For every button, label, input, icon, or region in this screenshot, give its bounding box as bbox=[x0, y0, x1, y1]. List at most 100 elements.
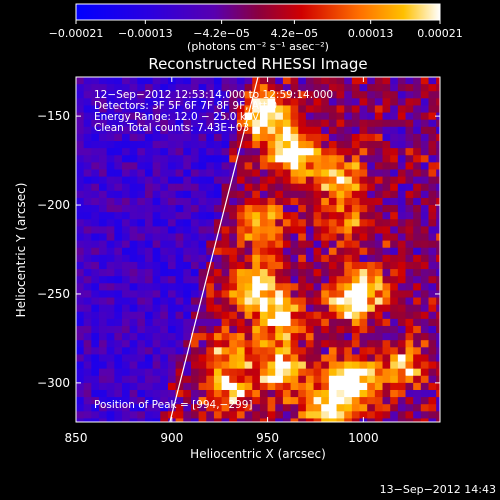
heatmap-cell bbox=[313, 340, 322, 348]
heatmap-cell bbox=[137, 197, 146, 206]
heatmap-cell bbox=[344, 297, 353, 306]
heatmap-cell bbox=[76, 141, 85, 149]
heatmap-cell bbox=[336, 269, 345, 277]
heatmap-cell bbox=[259, 233, 269, 242]
heatmap-cell bbox=[275, 290, 284, 299]
heatmap-cell bbox=[313, 297, 322, 306]
heatmap-cell bbox=[129, 404, 138, 412]
heatmap-cell bbox=[344, 240, 353, 249]
heatmap-cell bbox=[167, 197, 177, 206]
heatmap-cell bbox=[236, 197, 246, 206]
heatmap-cell bbox=[313, 389, 322, 398]
heatmap-cell bbox=[114, 219, 123, 227]
heatmap-cell bbox=[106, 261, 115, 270]
heatmap-cell bbox=[267, 304, 276, 313]
heatmap-cell bbox=[160, 347, 169, 356]
heatmap-cell bbox=[137, 389, 146, 398]
heatmap-cell bbox=[405, 254, 414, 263]
heatmap-cell bbox=[198, 318, 207, 327]
heatmap-cell bbox=[76, 418, 85, 422]
heatmap-cell bbox=[144, 276, 154, 284]
heatmap-cell bbox=[252, 176, 261, 185]
heatmap-cell bbox=[106, 126, 115, 135]
heatmap-cell bbox=[167, 133, 177, 142]
heatmap-cell bbox=[397, 205, 407, 213]
heatmap-cell bbox=[98, 418, 108, 422]
heatmap-cell bbox=[244, 290, 253, 299]
heatmap-cell bbox=[160, 269, 169, 277]
heatmap-cell bbox=[413, 240, 422, 249]
heatmap-cell bbox=[106, 404, 115, 412]
heatmap-cell bbox=[321, 197, 330, 206]
heatmap-cell bbox=[328, 91, 338, 99]
heatmap-cell bbox=[420, 254, 430, 263]
heatmap-cell bbox=[91, 233, 100, 242]
heatmap-cell bbox=[336, 240, 345, 249]
heatmap-cell bbox=[183, 162, 192, 171]
heatmap-cell bbox=[344, 375, 353, 384]
heatmap-cell bbox=[106, 205, 115, 213]
heatmap-cell bbox=[121, 162, 131, 171]
heatmap-cell bbox=[390, 276, 399, 284]
heatmap-cell bbox=[390, 269, 399, 277]
heatmap-cell bbox=[213, 197, 223, 206]
heatmap-cell bbox=[436, 226, 440, 235]
heatmap-cell bbox=[106, 283, 115, 291]
heatmap-cell bbox=[321, 98, 330, 107]
heatmap-cell bbox=[160, 290, 169, 299]
heatmap-cell bbox=[244, 311, 253, 320]
heatmap-cell bbox=[275, 254, 284, 263]
heatmap-cell bbox=[397, 155, 407, 163]
heatmap-cell bbox=[106, 119, 115, 128]
heatmap-cell bbox=[382, 112, 391, 121]
heatmap-cell bbox=[367, 283, 376, 291]
heatmap-cell bbox=[359, 340, 368, 348]
heatmap-cell bbox=[244, 190, 253, 199]
heatmap-cell bbox=[129, 325, 138, 334]
heatmap-cell bbox=[313, 155, 322, 163]
heatmap-cell bbox=[236, 98, 246, 107]
heatmap-cell bbox=[405, 105, 414, 114]
heatmap-cell bbox=[83, 162, 92, 171]
heatmap-cell bbox=[98, 77, 108, 85]
heatmap-cell bbox=[175, 190, 184, 199]
heatmap-cell bbox=[160, 261, 169, 270]
heatmap-cell bbox=[244, 219, 253, 227]
heatmap-cell bbox=[106, 240, 115, 249]
heatmap-cell bbox=[129, 311, 138, 320]
heatmap-cell bbox=[328, 240, 338, 249]
heatmap-cell bbox=[328, 233, 338, 242]
heatmap-cell bbox=[252, 311, 261, 320]
heatmap-cell bbox=[382, 411, 391, 420]
heatmap-cell bbox=[183, 133, 192, 142]
heatmap-cell bbox=[413, 269, 422, 277]
heatmap-cell bbox=[244, 176, 253, 185]
heatmap-cell bbox=[382, 105, 391, 114]
heatmap-cell bbox=[160, 382, 169, 391]
heatmap-cell bbox=[428, 219, 437, 227]
heatmap-cell bbox=[413, 283, 422, 291]
heatmap-cell bbox=[76, 276, 85, 284]
heatmap-cell bbox=[344, 219, 353, 227]
heatmap-cell bbox=[106, 418, 115, 422]
heatmap-cell bbox=[213, 233, 223, 242]
heatmap-cell bbox=[436, 347, 440, 356]
heatmap-cell bbox=[98, 98, 108, 107]
heatmap-cell bbox=[213, 226, 223, 235]
heatmap-cell bbox=[121, 226, 131, 235]
heatmap-cell bbox=[420, 354, 430, 363]
heatmap-cell bbox=[129, 333, 138, 341]
heatmap-cell bbox=[351, 304, 361, 313]
heatmap-cell bbox=[244, 91, 253, 99]
heatmap-cell bbox=[298, 183, 307, 192]
heatmap-cell bbox=[236, 325, 246, 334]
heatmap-cell bbox=[236, 77, 246, 85]
heatmap-cell bbox=[397, 361, 407, 370]
heatmap-cell bbox=[413, 276, 422, 284]
heatmap-cell bbox=[190, 397, 200, 405]
heatmap-cell bbox=[336, 411, 345, 420]
heatmap-cell bbox=[275, 261, 284, 270]
heatmap-cell bbox=[76, 197, 85, 206]
heatmap-cell bbox=[221, 389, 230, 398]
heatmap-cell bbox=[428, 77, 437, 85]
